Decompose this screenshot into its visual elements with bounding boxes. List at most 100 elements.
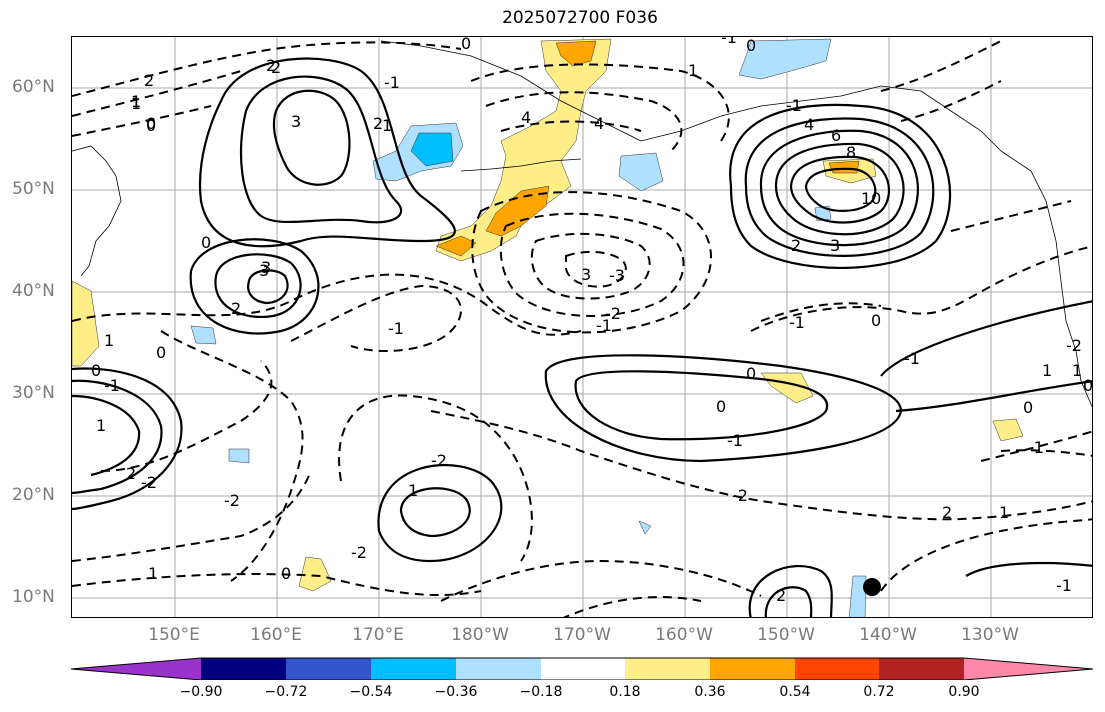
contour-positive-east-ridge (880, 300, 1092, 377)
colorbar-tick-label: −0.36 (434, 684, 478, 700)
contour-label: 1 (408, 481, 418, 500)
coastline-kamchatka (72, 145, 122, 277)
contour-label: 3 (291, 112, 301, 131)
positive-patch-bering-core2 (485, 185, 550, 237)
contour-positive-subtropic-band (544, 354, 903, 463)
contour-negative-west-3 (72, 470, 312, 562)
contour-label: 0 (281, 564, 291, 583)
contour-label: 2 (231, 299, 241, 318)
contour-label: -1 (388, 319, 404, 338)
contour-label: 2 (942, 503, 952, 522)
contour-label: 1 (131, 92, 141, 111)
contour-label: 0 (716, 397, 726, 416)
contour-negative-west-2 (100, 360, 273, 472)
contour-positive-bering-ridge-2 (239, 75, 403, 224)
contour-label: -1 (104, 376, 120, 395)
contour-label: -2 (605, 304, 621, 323)
contour-negative-south-4 (440, 559, 762, 602)
contour-negative-ne-3 (950, 200, 1072, 232)
contour-negative-ne-2 (900, 80, 1002, 122)
contour-label: 0 (746, 37, 756, 55)
contour-label: 3 (259, 261, 269, 280)
contour-positive-west-high-3 (247, 269, 289, 305)
contour-negative-mid-east (750, 245, 1092, 332)
contour-label: 4 (804, 115, 814, 134)
contour-label: 0 (871, 311, 881, 330)
contour-label: 2 (144, 71, 154, 90)
contour-negative-south-1 (72, 573, 482, 596)
contour-negative-central-2 (499, 212, 685, 317)
colorbar-segment (201, 658, 286, 680)
contour-negative-gulf-2 (485, 91, 683, 152)
contour-label: -1 (789, 313, 805, 332)
contour-label: 6 (831, 126, 841, 145)
contour-positive-west-edge-2 (72, 379, 163, 495)
colorbar-tick-label: 0.54 (779, 684, 811, 700)
lat-tick-10n: 10°N (12, 587, 55, 607)
lon-tick-140w: 140°W (859, 625, 917, 645)
positive-patch-low-core (828, 160, 860, 174)
map-panel[interactable]: 2 1 0 2 3 3 0 2 3 2 1 0 4 3 4 2 1 0 -1 0 1 2 0 8 6 4 10 2 3 0 -1 -1 1 0 -1… (71, 36, 1093, 618)
contour-negative-north-1 (72, 41, 462, 97)
contour-label: 1 (382, 116, 392, 135)
contour-label: 2 (126, 464, 136, 483)
contour-positive-east-ridge-2 (895, 380, 1092, 413)
contour-negative-gulf-1 (470, 63, 730, 142)
contour-label: 3 (830, 236, 840, 255)
lon-tick-180w: 180°W (451, 625, 509, 645)
negative-patch-west (190, 325, 217, 345)
contour-label: -2 (141, 473, 157, 492)
colorbar-segment (795, 658, 879, 680)
contour-negative-south-3 (430, 410, 1092, 521)
contour-positive-far-southeast (965, 561, 1092, 577)
lat-tick-60n: 60°N (12, 77, 55, 97)
contour-label: -2 (351, 543, 367, 562)
positive-patch-bering (435, 38, 612, 262)
contour-label: 8 (846, 143, 856, 162)
contour-positive-alaska-low-3 (759, 129, 919, 247)
contour-label: 0 (461, 37, 471, 53)
lon-tick-150w: 150°W (757, 625, 815, 645)
contour-negative-south-2 (338, 394, 533, 562)
contour-negative-east-2 (980, 430, 1092, 462)
negative-patch-south (638, 520, 652, 535)
positive-patch-west-edge (72, 280, 100, 367)
coastlines (72, 40, 1092, 408)
colorbar-segment (456, 658, 541, 680)
contour-label: 3 (581, 265, 591, 284)
negative-patch-north (738, 38, 832, 80)
colorbar-segment (371, 658, 456, 680)
contour-label: -3 (609, 266, 625, 285)
contour-positive-alaska-low-outer (729, 103, 952, 269)
lat-tick-40n: 40°N (12, 281, 55, 301)
location-marker[interactable] (863, 578, 881, 596)
contour-label: -1 (1028, 438, 1044, 457)
contour-label: -1 (721, 37, 737, 47)
contour-label: 1 (96, 416, 106, 435)
contour-negative-central-4 (565, 250, 627, 288)
contour-label: -1 (1056, 576, 1072, 595)
contour-label: 0 (91, 361, 101, 380)
colorbar-segments (70, 657, 1094, 680)
contour-label: 1 (1072, 361, 1082, 380)
coastline-alaska (380, 40, 1002, 152)
dashed-contours (72, 40, 1092, 617)
lat-tick-20n: 20°N (12, 485, 55, 505)
contour-label: 2 (791, 236, 801, 255)
contour-negative-gulf-3 (500, 120, 642, 132)
contour-label: -1 (596, 316, 612, 335)
contour-label: -2 (431, 451, 447, 470)
contour-label: 2 (266, 56, 276, 75)
contour-label: 1 (131, 94, 141, 113)
solid-contours (72, 57, 1092, 617)
colorbar-tick-label: −0.18 (519, 684, 563, 700)
contour-positive-south-east (748, 565, 833, 617)
contour-label: 0 (146, 116, 156, 135)
contour-positive-bering-ridge (199, 57, 456, 248)
contour-label: 1 (148, 564, 158, 583)
contour-label: 0 (746, 364, 756, 383)
contour-negative-east-1 (880, 518, 1092, 592)
lon-tick-160e: 160°E (250, 625, 302, 645)
positive-patch-east (992, 418, 1024, 442)
